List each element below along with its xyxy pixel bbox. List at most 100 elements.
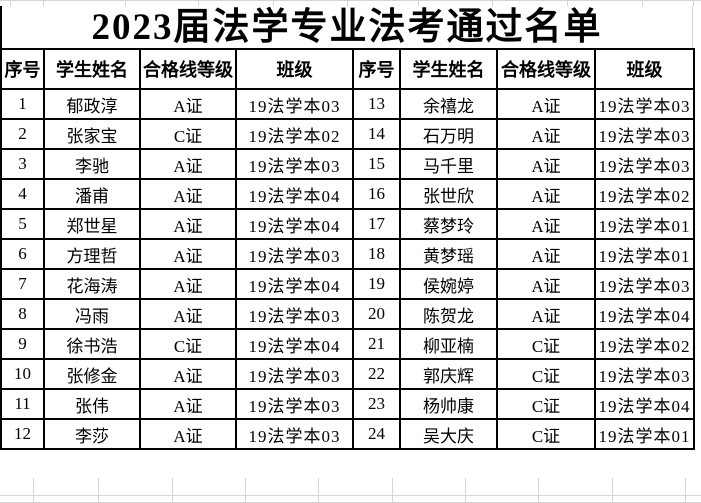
- header-cell-class: 班级: [594, 48, 695, 90]
- cell-student-name: 侯婉婷: [399, 268, 498, 300]
- cell-grade: A证: [139, 418, 237, 450]
- cell-no: 1: [0, 88, 45, 120]
- header-row: 序号 学生姓名 合格线等级 班级 序号 学生姓名 合格线等级 班级: [0, 48, 695, 90]
- cell-no: 20: [352, 298, 401, 330]
- cell-student-name: 郑世星: [43, 208, 141, 240]
- cell-student-name: 杨帅康: [399, 388, 498, 420]
- header-cell-grade: 合格线等级: [496, 48, 596, 90]
- gridline-tick: [538, 478, 539, 503]
- cell-student-name: 张伟: [43, 388, 141, 420]
- title-row: 2023届法学专业法考通过名单: [0, 6, 693, 48]
- cell-no: 11: [0, 388, 45, 420]
- spreadsheet-gridlines-bottom: [0, 478, 701, 503]
- table-body: 1 郁政淳 A证 19法学本03 13 余禧龙 A证 19法学本03 2 张家宝 C证 19法学本02…: [0, 88, 695, 450]
- cell-no: 6: [0, 238, 45, 270]
- cell-class: 19法学本01: [594, 418, 695, 450]
- spreadsheet-gridlines-top: [0, 0, 701, 6]
- cell-grade: A证: [496, 238, 596, 270]
- cell-student-name: 冯雨: [43, 298, 141, 330]
- gridline-tick: [418, 1, 419, 6]
- table-row: 12 李莎 A证 19法学本03 24 吴大庆 C证 19法学本01: [0, 418, 695, 450]
- cell-grade: A证: [496, 208, 596, 240]
- cell-grade: C证: [496, 388, 596, 420]
- gridline-tick: [273, 1, 274, 6]
- gridline-tick: [567, 1, 568, 6]
- cell-grade: A证: [139, 238, 237, 270]
- cell-student-name: 余禧龙: [399, 88, 498, 120]
- cell-no: 21: [352, 328, 401, 360]
- gridline-tick: [10, 1, 11, 6]
- cell-student-name: 马千里: [399, 148, 498, 180]
- table-row: 11 张伟 A证 19法学本03 23 杨帅康 C证 19法学本04: [0, 388, 695, 420]
- gridline-tick: [347, 1, 348, 6]
- cell-no: 17: [352, 208, 401, 240]
- cell-no: 24: [352, 418, 401, 450]
- cell-student-name: 陈贺龙: [399, 298, 498, 330]
- gridline-tick: [612, 478, 613, 503]
- cell-class: 19法学本03: [235, 388, 354, 420]
- cell-grade: C证: [496, 328, 596, 360]
- cell-no: 8: [0, 298, 45, 330]
- cell-class: 19法学本02: [594, 178, 695, 210]
- cell-no: 5: [0, 208, 45, 240]
- cell-no: 7: [0, 268, 45, 300]
- cell-grade: A证: [496, 118, 596, 150]
- cell-student-name: 郭庆辉: [399, 358, 498, 390]
- cell-grade: A证: [139, 358, 237, 390]
- gridline-tick: [492, 1, 493, 6]
- cell-grade: C证: [139, 328, 237, 360]
- cell-class: 19法学本03: [594, 88, 695, 120]
- cell-grade: A证: [139, 298, 237, 330]
- cell-no: 13: [352, 88, 401, 120]
- cell-class: 19法学本04: [594, 298, 695, 330]
- cell-class: 19法学本03: [235, 418, 354, 450]
- cell-no: 15: [352, 148, 401, 180]
- gridline-tick: [198, 1, 199, 6]
- table-row: 8 冯雨 A证 19法学本03 20 陈贺龙 A证 19法学本04: [0, 298, 695, 330]
- cell-student-name: 黄梦瑶: [399, 238, 498, 270]
- cell-no: 19: [352, 268, 401, 300]
- header-cell-student-name: 学生姓名: [399, 48, 498, 90]
- cell-class: 19法学本03: [235, 238, 354, 270]
- cell-class: 19法学本03: [594, 358, 695, 390]
- cell-class: 19法学本03: [594, 148, 695, 180]
- cell-class: 19法学本03: [235, 298, 354, 330]
- gridline-tick: [43, 1, 44, 6]
- cell-class: 19法学本04: [235, 208, 354, 240]
- gridline-row: [0, 495, 701, 496]
- cell-grade: A证: [139, 88, 237, 120]
- cell-no: 16: [352, 178, 401, 210]
- cell-student-name: 方理哲: [43, 238, 141, 270]
- cell-class: 19法学本03: [235, 358, 354, 390]
- cell-grade: C证: [139, 118, 237, 150]
- cell-class: 19法学本01: [594, 238, 695, 270]
- cell-grade: A证: [139, 268, 237, 300]
- header-cell-grade: 合格线等级: [139, 48, 237, 90]
- gridline-tick: [245, 478, 246, 503]
- cell-no: 4: [0, 178, 45, 210]
- cell-grade: A证: [496, 178, 596, 210]
- cell-class: 19法学本03: [594, 118, 695, 150]
- table-row: 4 潘甫 A证 19法学本04 16 张世欣 A证 19法学本02: [0, 178, 695, 210]
- gridline-tick: [172, 478, 173, 503]
- cell-student-name: 张家宝: [43, 118, 141, 150]
- cell-grade: A证: [139, 178, 237, 210]
- cell-student-name: 吴大庆: [399, 418, 498, 450]
- cell-student-name: 李莎: [43, 418, 141, 450]
- table-row: 5 郑世星 A证 19法学本04 17 蔡梦玲 A证 19法学本01: [0, 208, 695, 240]
- cell-student-name: 李驰: [43, 148, 141, 180]
- cell-no: 23: [352, 388, 401, 420]
- cell-grade: C证: [496, 418, 596, 450]
- cell-student-name: 张修金: [43, 358, 141, 390]
- gridline-tick: [33, 478, 34, 503]
- gridline-tick: [642, 1, 643, 6]
- cell-class: 19法学本04: [235, 268, 354, 300]
- cell-grade: A证: [496, 268, 596, 300]
- cell-class: 19法学本02: [235, 118, 354, 150]
- table-row: 2 张家宝 C证 19法学本02 14 石万明 A证 19法学本03: [0, 118, 695, 150]
- cell-student-name: 张世欣: [399, 178, 498, 210]
- gridline-tick: [98, 478, 99, 503]
- cell-class: 19法学本03: [235, 88, 354, 120]
- gridline-tick: [693, 1, 694, 6]
